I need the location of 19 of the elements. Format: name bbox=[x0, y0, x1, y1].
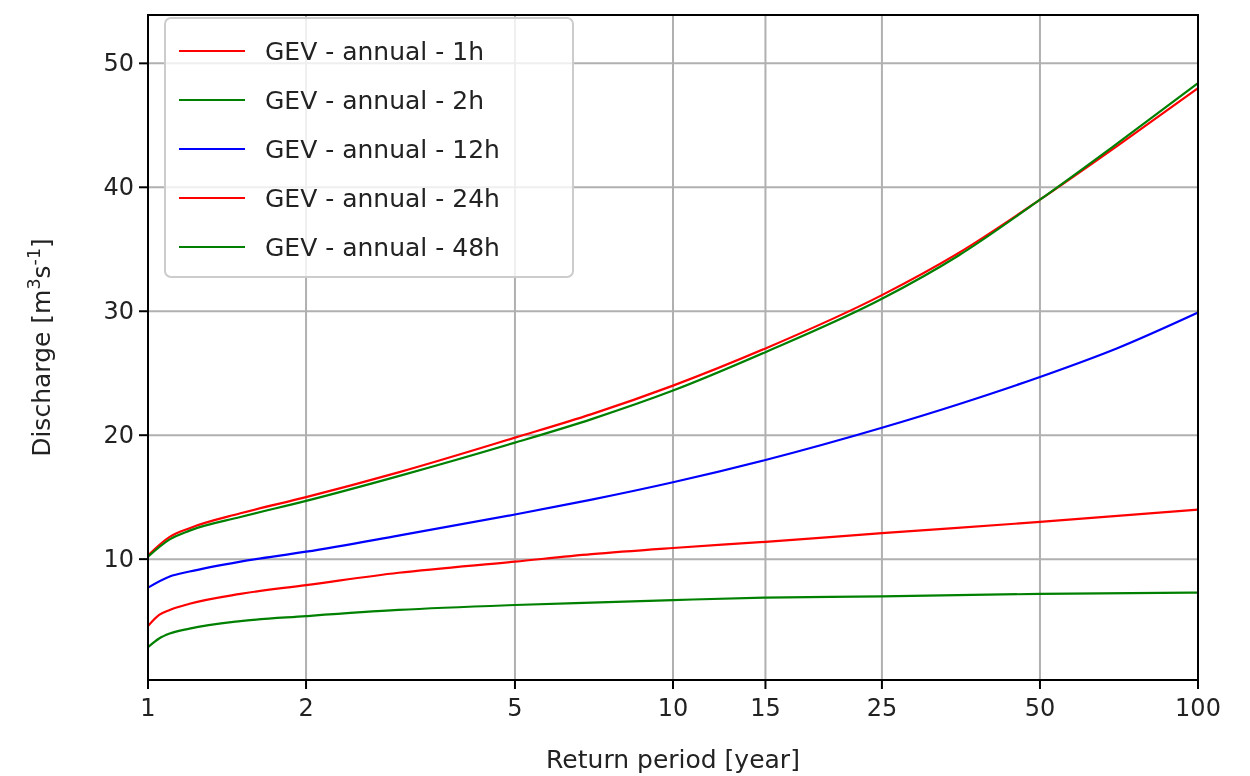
y-tick-label: 50 bbox=[103, 49, 134, 78]
y-tick-label: 40 bbox=[103, 173, 134, 202]
x-axis-title: Return period [year] bbox=[546, 745, 800, 774]
x-tick-label: 2 bbox=[298, 694, 314, 722]
legend-label: GEV - annual - 2h bbox=[265, 86, 484, 115]
x-tick-label: 50 bbox=[1024, 694, 1056, 722]
x-tick-label: 10 bbox=[657, 694, 689, 722]
y-tick-label: 20 bbox=[103, 421, 134, 450]
y-tick-label: 10 bbox=[103, 545, 134, 574]
x-tick-label: 15 bbox=[750, 694, 781, 722]
x-tick-label: 100 bbox=[1175, 694, 1221, 722]
x-tick-label: 1 bbox=[140, 694, 156, 722]
y-tick-label: 30 bbox=[103, 297, 134, 326]
legend-label: GEV - annual - 1h bbox=[265, 37, 484, 66]
legend-label: GEV - annual - 48h bbox=[265, 233, 500, 262]
x-tick-label: 5 bbox=[507, 694, 523, 722]
x-tick-label: 25 bbox=[866, 694, 898, 722]
legend-label: GEV - annual - 24h bbox=[265, 184, 500, 213]
legend-label: GEV - annual - 12h bbox=[265, 135, 500, 164]
